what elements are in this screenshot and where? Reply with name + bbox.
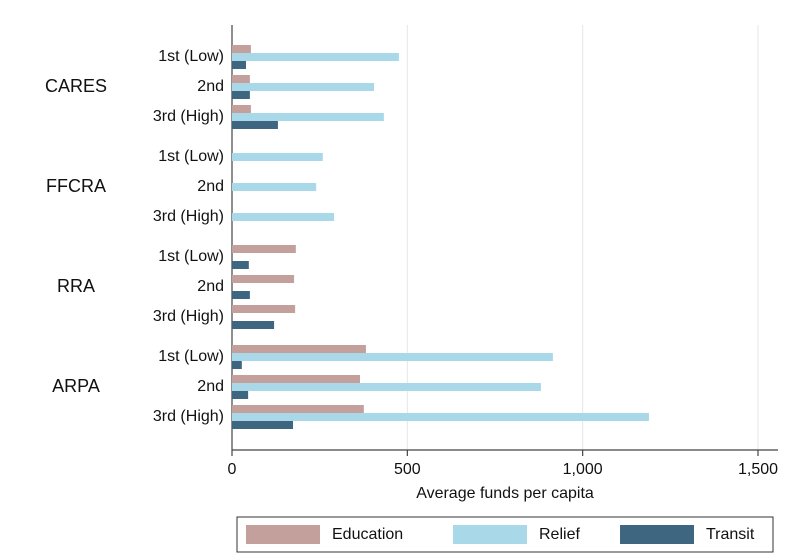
legend-swatch bbox=[453, 525, 527, 544]
x-tick-label: 500 bbox=[394, 461, 421, 478]
bar bbox=[232, 361, 242, 369]
group-label: FFCRA bbox=[46, 176, 106, 196]
bar bbox=[232, 183, 317, 191]
bar bbox=[232, 91, 250, 99]
x-tick-label: 0 bbox=[228, 461, 237, 478]
bar bbox=[232, 413, 649, 421]
legend-swatch bbox=[620, 525, 694, 544]
x-tick-label: 1,500 bbox=[738, 461, 778, 478]
y-tick-label: 2nd bbox=[197, 378, 224, 395]
legend-swatch bbox=[246, 525, 320, 544]
group-label: ARPA bbox=[52, 376, 100, 396]
bar bbox=[232, 391, 249, 399]
bar bbox=[232, 153, 323, 161]
y-tick-label: 3rd (High) bbox=[153, 208, 224, 225]
bar bbox=[232, 305, 296, 313]
bar bbox=[232, 213, 335, 221]
y-tick-label: 3rd (High) bbox=[153, 308, 224, 325]
x-axis-label: Average funds per capita bbox=[416, 485, 594, 502]
y-tick-label: 1st (Low) bbox=[158, 148, 224, 165]
legend-label: Transit bbox=[706, 526, 755, 543]
bar bbox=[232, 121, 278, 129]
bar bbox=[232, 61, 247, 69]
y-tick-label: 1st (Low) bbox=[158, 248, 224, 265]
legend-label: Relief bbox=[539, 526, 580, 543]
bar bbox=[232, 421, 294, 429]
bar bbox=[232, 353, 553, 361]
bar bbox=[232, 405, 364, 413]
bar bbox=[232, 321, 275, 329]
bar bbox=[232, 53, 399, 61]
bar bbox=[232, 261, 249, 269]
bar bbox=[232, 75, 250, 83]
bar bbox=[232, 113, 384, 121]
group-label: CARES bbox=[45, 76, 107, 96]
bar bbox=[232, 245, 296, 253]
y-tick-label: 2nd bbox=[197, 78, 224, 95]
group-label: RRA bbox=[57, 276, 95, 296]
bar bbox=[232, 275, 295, 283]
bar bbox=[232, 45, 251, 53]
y-tick-label: 3rd (High) bbox=[153, 408, 224, 425]
legend-box bbox=[236, 516, 774, 553]
bar bbox=[232, 105, 251, 113]
legend-label: Education bbox=[332, 526, 403, 543]
y-tick-label: 3rd (High) bbox=[153, 108, 224, 125]
y-tick-label: 1st (Low) bbox=[158, 48, 224, 65]
bar bbox=[232, 383, 541, 391]
bar bbox=[232, 83, 375, 91]
bar bbox=[232, 291, 250, 299]
bar bbox=[232, 345, 366, 353]
bar bbox=[232, 375, 360, 383]
y-tick-label: 1st (Low) bbox=[158, 348, 224, 365]
x-tick-label: 1,000 bbox=[563, 461, 603, 478]
y-tick-label: 2nd bbox=[197, 178, 224, 195]
y-tick-label: 2nd bbox=[197, 278, 224, 295]
